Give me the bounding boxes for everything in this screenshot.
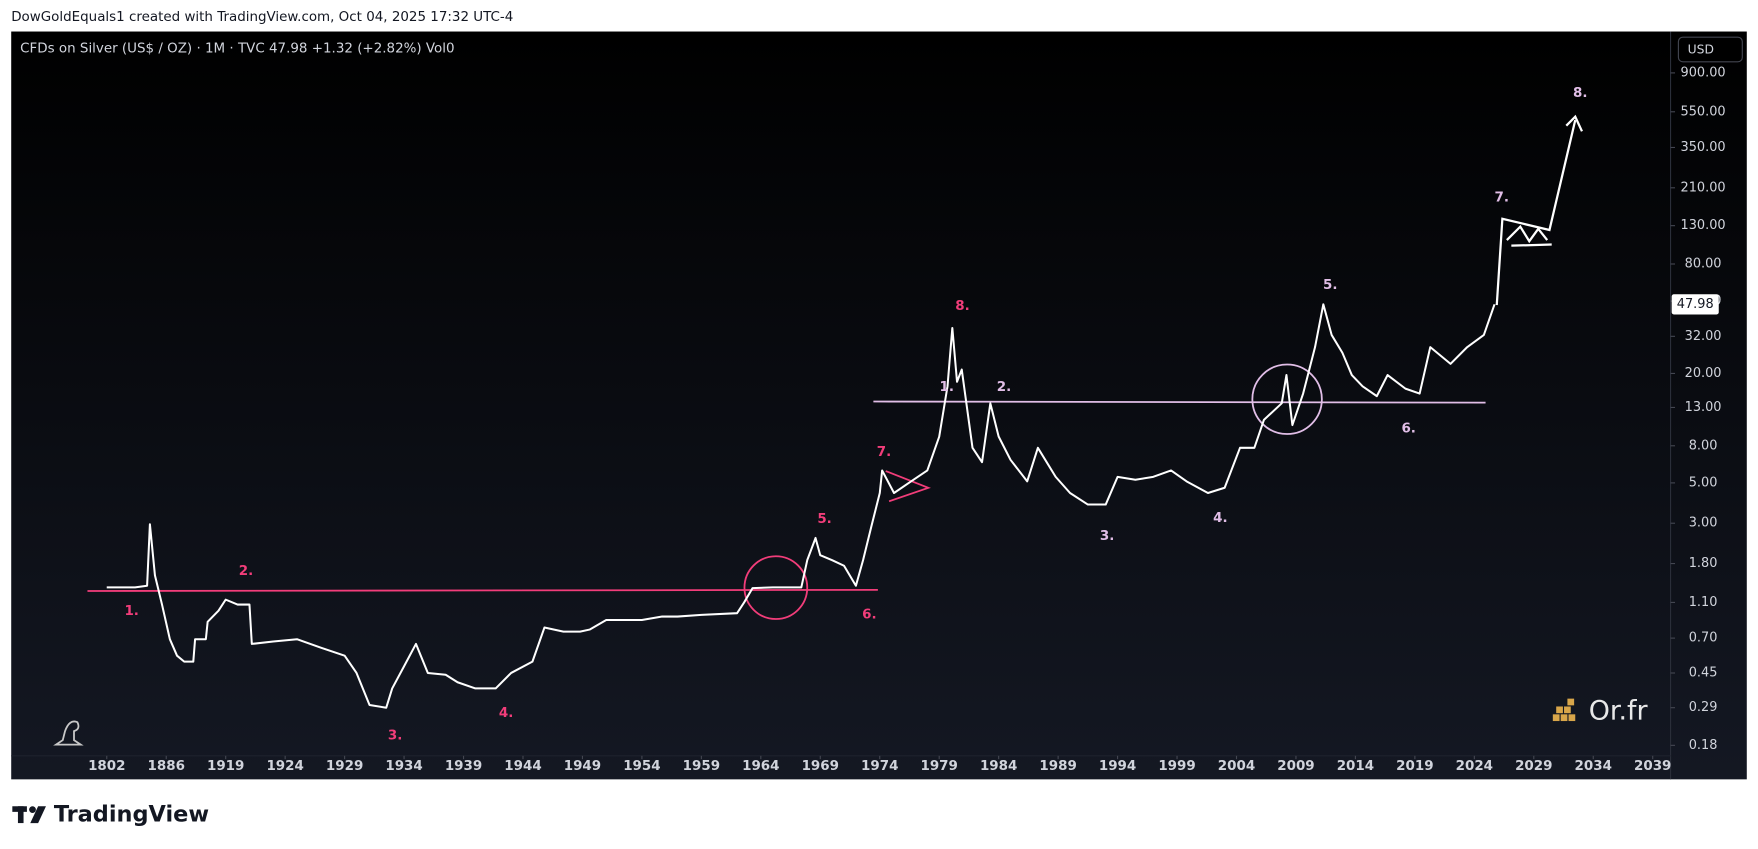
x-tick-label: 2014 [1337,759,1374,774]
wave-label: 4. [499,706,513,721]
y-tick-label: 210.00 [1681,180,1726,195]
footer-logo-icon [12,806,46,824]
wave-label: 7. [877,445,891,460]
y-tick-label: 130.00 [1681,218,1726,233]
wave-label: 1. [124,604,138,619]
wave-label: 3. [388,729,402,744]
wave-label: 2. [239,564,253,579]
x-tick-label: 1886 [148,759,185,774]
flag-zigzag [1506,224,1549,244]
cup-circle [1251,363,1323,435]
x-tick-label: 1939 [445,759,482,774]
wave-label: 8. [955,299,969,314]
x-tick-label: 2009 [1277,759,1314,774]
x-tick-label: 1924 [266,759,303,774]
flag-bottom [1511,243,1552,247]
wave-label: 3. [1100,529,1114,544]
projection-path [1495,119,1577,306]
x-tick-label: 1954 [623,759,660,774]
tv-icon [53,720,84,746]
wave-label: 4. [1213,511,1227,526]
currency-button[interactable] [1677,36,1743,63]
x-tick-label: 1989 [1039,759,1076,774]
x-tick-label: 1802 [88,759,125,774]
cup-circle [743,555,809,620]
price-line [106,303,1496,709]
footer-logo-text: TradingView [54,802,209,828]
last-price-label: 47.98 [1677,297,1714,312]
x-tick-label: 2019 [1396,759,1433,774]
legend: CFDs on Silver (US$ / OZ) · 1M · TVC 47.… [20,41,454,56]
x-tick-label: 2034 [1575,759,1612,774]
last-price-box [1671,294,1719,315]
support-line [873,400,1486,404]
y-tick-label: 900.00 [1681,65,1726,80]
x-tick-label: 1974 [861,759,898,774]
wave-label: 6. [1401,421,1415,436]
wave-label: 6. [862,608,876,623]
watermark-text: Or.fr [1589,696,1649,727]
watermark-icon [1552,698,1576,722]
x-tick-label: 1984 [980,759,1017,774]
currency-label: USD [1688,43,1714,57]
y-tick-label: 350.00 [1681,140,1726,155]
x-tick-label: 1959 [683,759,720,774]
y-tick-label: 8.00 [1689,438,1718,453]
y-tick-label: 3.00 [1689,516,1718,531]
wave-label: 7. [1495,190,1509,205]
x-tick-label: 1949 [564,759,601,774]
pennant [885,470,931,503]
y-tick-label: 5.00 [1689,475,1718,490]
y-tick-label: 0.18 [1689,738,1718,753]
y-tick-label: 0.70 [1689,631,1718,646]
wave-label: 2. [997,380,1011,395]
x-tick-label: 1964 [742,759,779,774]
wave-label: 8. [1573,86,1587,101]
x-tick-label: 1994 [1099,759,1136,774]
x-tick-label: 2029 [1515,759,1552,774]
y-tick-label: 0.45 [1689,665,1718,680]
wave-label: 1. [940,380,954,395]
header-text: DowGoldEquals1 created with TradingView.… [11,10,513,25]
projection-arrowhead [1565,114,1583,132]
y-tick-label: 1.10 [1689,595,1718,610]
x-tick-label: 1929 [326,759,363,774]
wave-label: 5. [817,512,831,527]
x-tick-label: 2039 [1634,759,1671,774]
x-tick-label: 2004 [1218,759,1255,774]
x-tick-label: 1934 [385,759,422,774]
y-tick-label: 13.00 [1685,400,1722,415]
y-tick-label: 550.00 [1681,104,1726,119]
x-tick-label: 2024 [1456,759,1493,774]
y-tick-label: 1.80 [1689,556,1718,571]
x-tick-label: 1979 [920,759,957,774]
x-tick-label: 1969 [802,759,839,774]
y-tick-label: 20.00 [1685,366,1722,381]
x-tick-label: 1999 [1158,759,1195,774]
chart-background [11,31,1747,780]
x-tick-label: 1944 [504,759,541,774]
wave-label: 5. [1323,278,1337,293]
y-tick-label: 0.29 [1689,700,1718,715]
x-tick-label: 1919 [207,759,244,774]
y-tick-label: 80.00 [1685,256,1722,271]
support-line [87,588,878,592]
y-tick-label: 32.00 [1685,329,1722,344]
